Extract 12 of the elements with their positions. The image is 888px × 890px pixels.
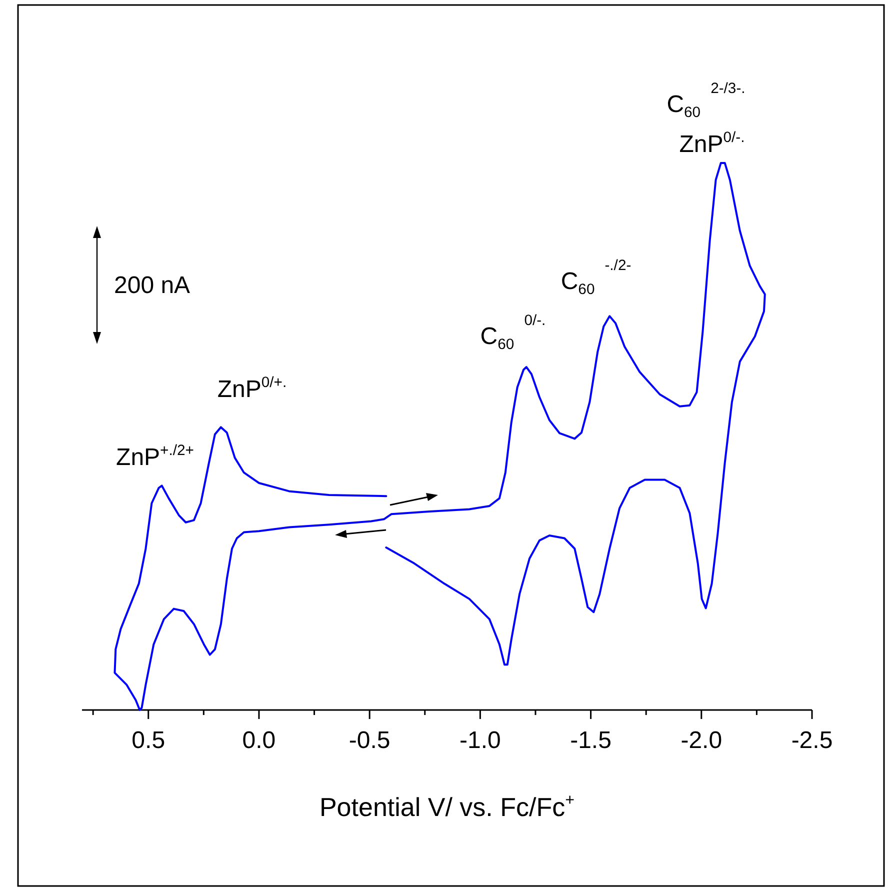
x-tick-label: -0.5: [348, 727, 390, 754]
x-tick-label: -1.5: [570, 727, 612, 754]
annotation: ZnP$^{0/+.}$: [217, 374, 287, 403]
x-tick-label: -2.0: [680, 727, 722, 754]
text: ZnP$^{0/-.}$: [679, 130, 745, 158]
x-tick-label: -2.5: [791, 727, 833, 754]
x-tick-label: 0.0: [242, 727, 276, 754]
x-axis-title: Potential V/ vs. Fc/Fc$^{+}$: [319, 790, 575, 822]
x-tick-label: 0.5: [132, 727, 166, 754]
x-tick-label: -1.0: [460, 727, 501, 754]
annotation: ZnP$^{+./2+}$: [116, 442, 194, 471]
annotation: 200 nA: [114, 272, 190, 299]
